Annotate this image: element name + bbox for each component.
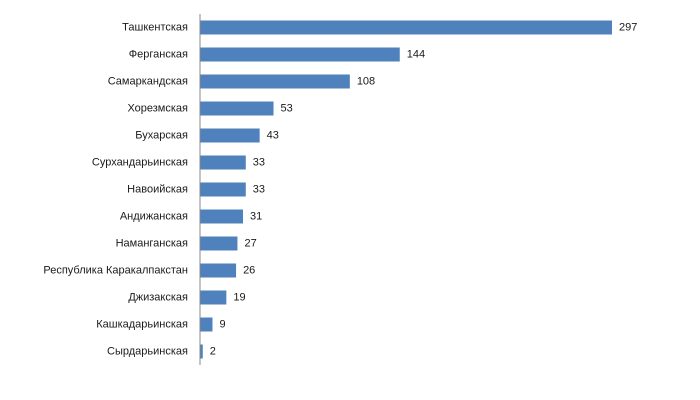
category-label: Сырдарьинская: [107, 345, 188, 357]
bar: [200, 263, 237, 278]
bar: [200, 344, 203, 359]
bar: [200, 236, 238, 251]
bar: [200, 74, 350, 89]
bar: [200, 209, 244, 224]
category-label: Наманганская: [116, 237, 188, 249]
bar: [200, 317, 213, 332]
category-label: Хорезмская: [127, 102, 188, 114]
bar: [200, 182, 246, 197]
category-label: Самаркандская: [108, 75, 188, 87]
value-label: 33: [253, 183, 265, 195]
bar: [200, 155, 246, 170]
value-label: 9: [219, 318, 225, 330]
category-label: Сурхандарьинская: [92, 156, 188, 168]
value-label: 2: [210, 345, 216, 357]
value-label: 144: [407, 48, 425, 60]
category-label: Ферганская: [129, 48, 188, 60]
category-label: Андижанская: [120, 210, 188, 222]
value-label: 19: [233, 291, 245, 303]
bar: [200, 20, 612, 35]
value-label: 53: [281, 102, 293, 114]
value-label: 33: [253, 156, 265, 168]
category-label: Республика Каракалпакстан: [43, 264, 188, 276]
value-label: 26: [243, 264, 255, 276]
category-label: Навоийская: [127, 183, 188, 195]
category-label: Джизакская: [128, 291, 188, 303]
category-label: Ташкентская: [122, 21, 188, 33]
value-label: 27: [244, 237, 256, 249]
category-label: Бухарская: [135, 129, 188, 141]
value-label: 108: [357, 75, 375, 87]
bar: [200, 128, 260, 143]
value-label: 43: [267, 129, 279, 141]
bar: [200, 47, 400, 62]
bar: [200, 290, 227, 305]
category-label: Кашкадарьинская: [96, 318, 188, 330]
bar: [200, 101, 274, 116]
value-label: 31: [250, 210, 262, 222]
value-label: 297: [619, 21, 637, 33]
